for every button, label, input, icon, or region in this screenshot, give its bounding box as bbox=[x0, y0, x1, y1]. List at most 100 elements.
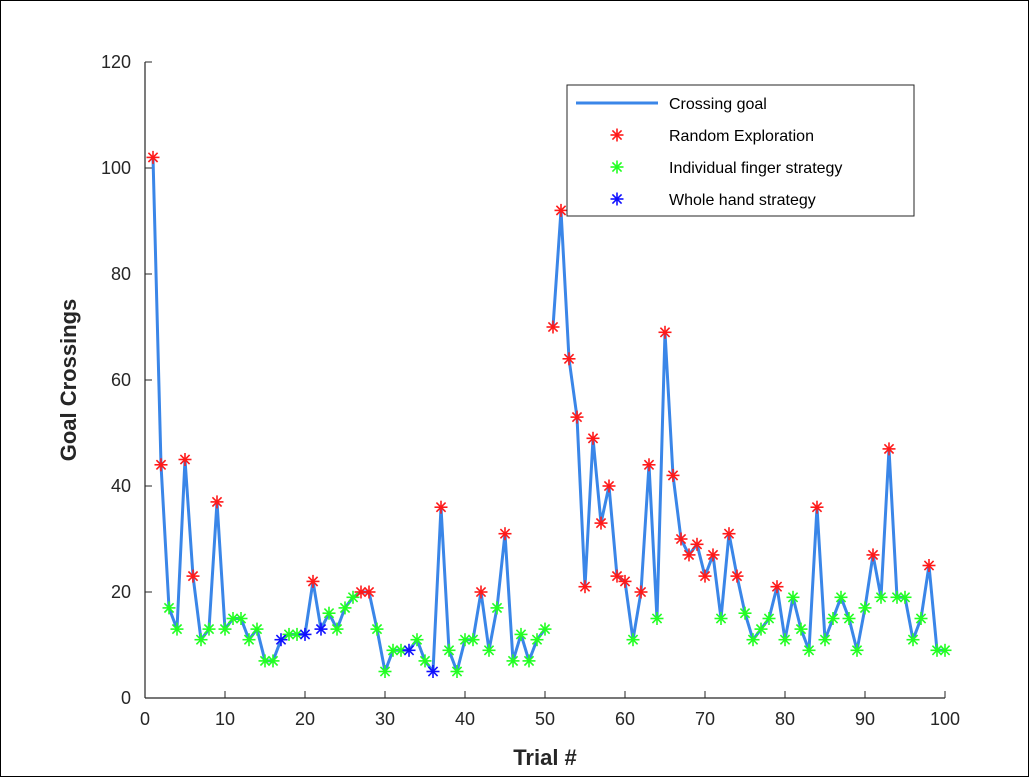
individual-finger-marker bbox=[386, 643, 400, 657]
y-tick-label: 120 bbox=[101, 52, 131, 72]
random-exploration-marker bbox=[578, 580, 592, 594]
random-exploration-marker bbox=[810, 500, 824, 514]
x-ticks: 0 10 20 30 40 50 60 70 80 90 100 bbox=[140, 691, 960, 729]
legend-label-crossing-goal: Crossing goal bbox=[669, 96, 767, 113]
random-exploration-marker bbox=[498, 527, 512, 541]
x-tick-label: 10 bbox=[215, 709, 235, 729]
random-exploration-marker bbox=[306, 574, 320, 588]
individual-finger-marker bbox=[194, 633, 208, 647]
individual-finger-marker bbox=[202, 622, 216, 636]
individual-finger-marker bbox=[530, 633, 544, 647]
x-tick-label: 40 bbox=[455, 709, 475, 729]
individual-finger-marker bbox=[346, 590, 360, 604]
individual-finger-marker bbox=[490, 601, 504, 615]
individual-finger-marker bbox=[218, 622, 232, 636]
whole-legend-star bbox=[610, 192, 624, 206]
x-tick-label: 0 bbox=[140, 709, 150, 729]
individual-finger-marker bbox=[338, 601, 352, 615]
random-exploration-marker bbox=[474, 585, 488, 599]
x-axis-title: Trial # bbox=[513, 745, 577, 770]
x-tick-label: 50 bbox=[535, 709, 555, 729]
individual-finger-marker bbox=[162, 601, 176, 615]
individual-finger-marker bbox=[370, 622, 384, 636]
whole-hand-marker bbox=[402, 643, 416, 657]
random-exploration-marker bbox=[674, 532, 688, 546]
individual-finger-marker bbox=[938, 643, 952, 657]
y-ticks: 0 20 40 60 80 100 120 bbox=[101, 52, 152, 708]
random-exploration-marker bbox=[658, 325, 672, 339]
random-exploration-marker bbox=[362, 585, 376, 599]
individual-finger-marker bbox=[482, 643, 496, 657]
individual-finger-marker bbox=[898, 590, 912, 604]
y-tick-label: 20 bbox=[111, 582, 131, 602]
whole-hand-marker bbox=[274, 633, 288, 647]
individual-finger-marker bbox=[914, 612, 928, 625]
individual-finger-marker bbox=[858, 601, 872, 615]
individual-finger-marker bbox=[170, 622, 184, 636]
whole-hand-marker bbox=[426, 665, 440, 678]
random-exploration-marker bbox=[178, 453, 192, 466]
individual-finger-marker bbox=[466, 633, 480, 647]
y-tick-label: 60 bbox=[111, 370, 131, 390]
individual-finger-marker bbox=[826, 612, 840, 625]
crossing-goal-line bbox=[151, 157, 547, 673]
individual-finger-marker bbox=[506, 654, 520, 668]
random-exploration-marker bbox=[634, 585, 648, 599]
series bbox=[151, 157, 945, 673]
individual-finger-marker bbox=[834, 590, 848, 604]
individual-finger-marker bbox=[714, 612, 728, 625]
individual-finger-marker bbox=[818, 633, 832, 647]
random-exploration-marker bbox=[594, 516, 608, 530]
random-exploration-marker bbox=[570, 410, 584, 424]
y-tick-label: 0 bbox=[121, 688, 131, 708]
individual-finger-marker bbox=[906, 633, 920, 647]
individual-finger-marker bbox=[514, 627, 528, 641]
random-exploration-marker bbox=[154, 458, 168, 472]
markers bbox=[146, 150, 952, 678]
random-exploration-marker bbox=[562, 352, 576, 366]
random-exploration-marker bbox=[682, 548, 696, 562]
crossing-goal-line bbox=[551, 208, 945, 652]
individual-finger-marker bbox=[538, 622, 552, 636]
individual-finger-marker bbox=[450, 665, 464, 678]
random-exploration-marker bbox=[546, 320, 560, 334]
random-exploration-marker bbox=[770, 580, 784, 594]
individual-finger-marker bbox=[802, 643, 816, 657]
random-exploration-marker bbox=[642, 458, 656, 472]
individual-finger-marker bbox=[794, 622, 808, 636]
legend-label-whole-hand: Whole hand strategy bbox=[669, 192, 816, 209]
individual-finger-marker bbox=[410, 633, 424, 647]
random-exploration-marker bbox=[586, 431, 600, 445]
individual-finger-marker bbox=[418, 654, 432, 668]
legend: Crossing goal Random Exploration Individ… bbox=[566, 84, 915, 217]
x-tick-label: 70 bbox=[695, 709, 715, 729]
y-tick-label: 80 bbox=[111, 264, 131, 284]
random-exploration-marker bbox=[186, 569, 200, 583]
random-exploration-marker bbox=[210, 495, 224, 509]
random-exploration-marker bbox=[434, 500, 448, 514]
individual-finger-marker bbox=[322, 606, 336, 620]
random-exploration-marker bbox=[706, 548, 720, 562]
random-exploration-marker bbox=[610, 569, 624, 583]
random-exploration-marker bbox=[666, 468, 680, 482]
individual-legend-star bbox=[610, 160, 624, 174]
x-tick-label: 100 bbox=[930, 709, 960, 729]
individual-finger-marker bbox=[378, 665, 392, 678]
random-exploration-marker bbox=[618, 574, 632, 588]
individual-finger-marker bbox=[786, 590, 800, 604]
x-tick-label: 30 bbox=[375, 709, 395, 729]
individual-finger-marker bbox=[746, 633, 760, 647]
x-tick-label: 60 bbox=[615, 709, 635, 729]
whole-hand-marker bbox=[314, 622, 328, 636]
individual-finger-marker bbox=[330, 622, 344, 636]
individual-finger-marker bbox=[738, 606, 752, 620]
individual-finger-marker bbox=[242, 633, 256, 647]
legend-whole-marker bbox=[610, 192, 624, 206]
individual-finger-marker bbox=[754, 622, 768, 636]
individual-finger-marker bbox=[266, 654, 280, 668]
individual-finger-marker bbox=[522, 654, 536, 668]
random-exploration-marker bbox=[722, 527, 736, 541]
random-exploration-marker bbox=[698, 569, 712, 583]
legend-label-random-exploration: Random Exploration bbox=[669, 128, 814, 145]
